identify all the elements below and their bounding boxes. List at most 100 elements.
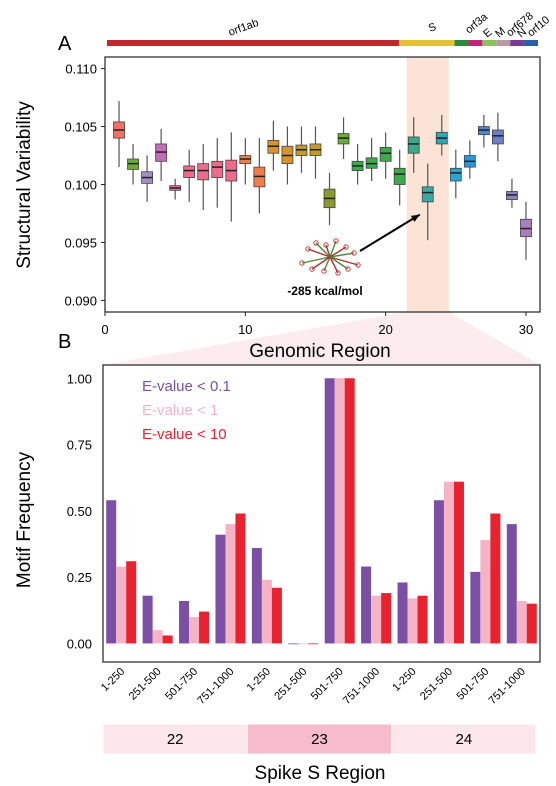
y-tick-label: 0.095 — [64, 235, 97, 250]
bar-3-7 — [344, 378, 355, 644]
bar-3-6 — [308, 643, 319, 645]
box-7 — [197, 143, 210, 210]
x-tick-label: 501-750 — [309, 666, 346, 703]
highlight-connector — [103, 312, 540, 365]
bar-1-10 — [433, 500, 444, 644]
gene-segment-S — [398, 40, 455, 46]
box-1 — [113, 101, 125, 168]
rna-stem — [307, 248, 331, 258]
rna-loop — [333, 238, 339, 244]
box-body — [449, 167, 462, 182]
bar-2-11 — [480, 540, 491, 644]
bar-3-5 — [271, 587, 282, 644]
y-tick-label: 0.090 — [64, 293, 97, 308]
box-8 — [211, 138, 224, 208]
rna-loop — [345, 266, 351, 272]
region-band-24 — [391, 723, 537, 755]
panel-b-y-axis-title: Motif Frequency — [14, 451, 35, 588]
y-tick-label: 0.110 — [65, 62, 97, 77]
gene-label-S: S — [427, 21, 438, 35]
box-20 — [379, 132, 392, 179]
rna-loop — [309, 266, 315, 272]
rna-stem — [329, 256, 349, 270]
gene-segment-orf1ab — [107, 40, 399, 46]
panel-b-frame — [102, 364, 541, 663]
box-28 — [492, 112, 504, 162]
rna-stem — [329, 252, 355, 258]
box-body — [407, 136, 420, 154]
bar-2-1 — [116, 566, 127, 644]
panel-a-label: A — [58, 33, 72, 55]
region-label: 23 — [311, 731, 328, 748]
rna-stem — [311, 256, 331, 270]
box-5 — [169, 178, 182, 200]
rna-loop — [351, 250, 357, 256]
box-27 — [477, 114, 490, 148]
legend-entry: E-value < 1 — [142, 402, 218, 419]
box-29 — [506, 178, 518, 208]
x-tick-label: 251-500 — [127, 666, 164, 703]
box-14 — [295, 126, 308, 173]
box-12 — [267, 120, 280, 171]
region-label: 22 — [167, 731, 184, 748]
gene-label-E: E — [481, 26, 494, 40]
box-body — [492, 129, 504, 145]
rna-loop — [305, 246, 311, 252]
rna-stem — [329, 256, 339, 274]
bar-2-8 — [371, 595, 382, 644]
x-tick-label: 30 — [519, 322, 533, 337]
box-26 — [463, 140, 476, 179]
box-body — [393, 167, 406, 185]
y-tick-label: 1.00 — [67, 371, 92, 386]
box-9 — [225, 132, 238, 222]
rna-loop — [323, 242, 329, 248]
x-tick-label: 251-500 — [418, 666, 455, 703]
annotation-arrow-line — [359, 213, 421, 252]
bar-2-3 — [189, 616, 200, 644]
bar-1-1 — [106, 500, 117, 644]
x-tick-label: 20 — [378, 322, 392, 337]
x-tick-label: 501-750 — [454, 666, 491, 703]
bar-2-9 — [407, 598, 418, 644]
box-10 — [239, 138, 252, 185]
bar-2-12 — [516, 601, 527, 644]
gene-segment-M — [482, 40, 497, 46]
bar-2-7 — [334, 378, 345, 644]
bar-2-6 — [298, 643, 309, 645]
panel-b-label: B — [58, 331, 71, 353]
bar-1-12 — [506, 524, 517, 644]
gene-segment-orf3a — [454, 40, 469, 46]
box-13 — [281, 126, 294, 185]
y-tick-label: 0.100 — [64, 178, 97, 193]
bar-3-3 — [199, 611, 210, 644]
box-body — [421, 186, 434, 203]
box-21 — [393, 149, 406, 206]
gene-segment-orf10 — [524, 40, 538, 46]
bar-1-5 — [251, 547, 262, 644]
x-tick-label: 1-250 — [245, 666, 273, 694]
rna-loop — [321, 268, 327, 274]
bar-3-9 — [417, 595, 428, 644]
rna-loop — [299, 260, 305, 266]
bar-1-11 — [470, 571, 481, 644]
rna-stem — [329, 240, 337, 258]
box-24 — [435, 114, 448, 156]
y-tick-label: 0.105 — [64, 120, 97, 135]
x-tick-label: 751-1000 — [341, 666, 382, 707]
legend-entry: E-value < 0.1 — [142, 378, 231, 395]
region-band-22 — [102, 723, 248, 755]
box-25 — [449, 149, 462, 199]
box-6 — [183, 149, 196, 202]
x-tick-label: 1-250 — [99, 666, 127, 694]
box-body — [379, 147, 392, 162]
rna-loop — [355, 262, 361, 268]
rna-loop — [313, 240, 319, 246]
annotation-arrow-head — [410, 214, 420, 222]
bar-3-8 — [381, 593, 392, 644]
panel-b-x-axis-title: Spike S Region — [255, 763, 386, 784]
y-tick-label: 0.50 — [67, 504, 92, 519]
gene-segment-orf678 — [496, 40, 511, 46]
